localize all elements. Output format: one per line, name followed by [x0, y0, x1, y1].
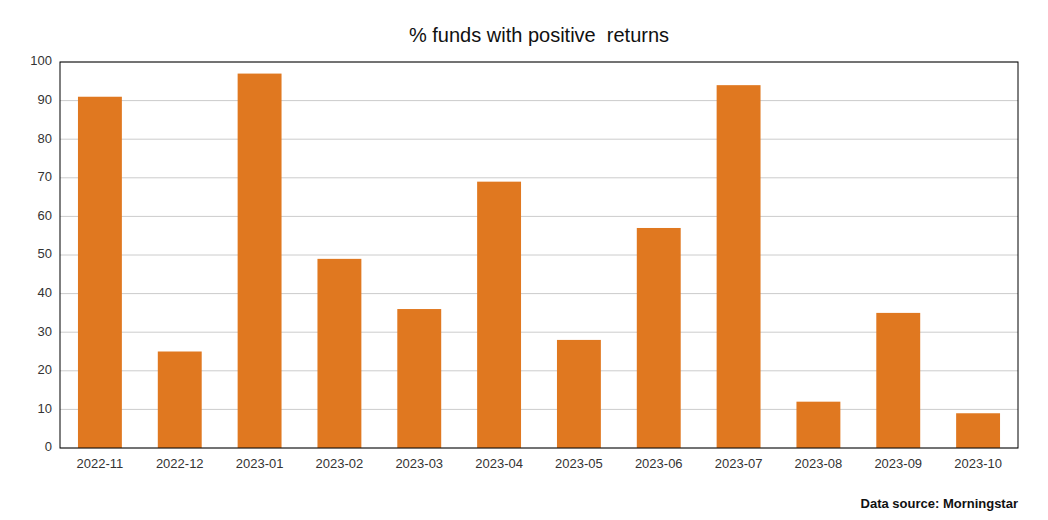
- x-tick-label: 2023-05: [555, 456, 603, 471]
- grid-line: [60, 216, 1018, 217]
- x-tick-label: 2023-07: [715, 456, 763, 471]
- y-tick-label: 40: [38, 285, 52, 300]
- grid-line: [60, 139, 1018, 140]
- x-tick-label: 2023-02: [316, 456, 364, 471]
- grid-line: [60, 370, 1018, 371]
- bar: [238, 74, 282, 448]
- title: % funds with positive returns: [409, 24, 669, 46]
- x-tick-label: 2023-01: [236, 456, 284, 471]
- y-tick-label: 70: [38, 169, 52, 184]
- background: [0, 0, 1048, 520]
- y-tick-label: 90: [38, 92, 52, 107]
- y-tick-label: 80: [38, 131, 52, 146]
- grid-line: [60, 293, 1018, 294]
- y-tick-label: 60: [38, 208, 52, 223]
- grid-line: [60, 177, 1018, 178]
- chart-container: 0 10 20 30 40 50 60 70 80 90 100 2022-11 2022-12 2023…: [0, 0, 1048, 520]
- y-tick-label: 20: [38, 362, 52, 377]
- x-tick-label: 2023-03: [395, 456, 443, 471]
- bar: [397, 309, 441, 448]
- grid: [60, 62, 1018, 448]
- bar: [796, 402, 840, 448]
- bar: [717, 85, 761, 448]
- bar: [876, 313, 920, 448]
- y-tick-label: 30: [38, 324, 52, 339]
- x-tick-label: 2023-08: [795, 456, 843, 471]
- bar: [956, 413, 1000, 448]
- bar: [477, 182, 521, 448]
- bar: [317, 259, 361, 448]
- y-tick-label: 50: [38, 246, 52, 261]
- y-axis: 0 10 20 30 40 50 60 70 80 90 100: [30, 53, 52, 454]
- x-tick-label: 2022-11: [77, 456, 124, 471]
- x-axis: 2022-11 2022-12 2023-01 2023-02 2023-03 2023-…: [77, 456, 1002, 471]
- x-tick-label: 2023-09: [874, 456, 922, 471]
- x-tick-label: 2023-10: [954, 456, 1002, 471]
- chart-svg: 0 10 20 30 40 50 60 70 80 90 100 2022-11 2022-12 2023…: [0, 0, 1048, 520]
- annotation: Data source: Morningstar: [861, 496, 1018, 511]
- plot-frame: [60, 62, 1018, 448]
- y-tick-label: 0: [45, 439, 52, 454]
- x-tick-label: 2022-12: [156, 456, 204, 471]
- bar: [78, 97, 122, 448]
- grid-line: [60, 332, 1018, 333]
- x-tick-label: 2023-04: [475, 456, 523, 471]
- bar: [557, 340, 601, 448]
- x-tick-label: 2023-06: [635, 456, 683, 471]
- bar: [158, 352, 202, 449]
- grid-line: [60, 255, 1018, 256]
- y-tick-label: 100: [30, 53, 52, 68]
- grid-line: [60, 409, 1018, 410]
- grid-line: [60, 100, 1018, 101]
- bars: [78, 74, 1000, 448]
- bar: [637, 228, 681, 448]
- y-tick-label: 10: [38, 401, 52, 416]
